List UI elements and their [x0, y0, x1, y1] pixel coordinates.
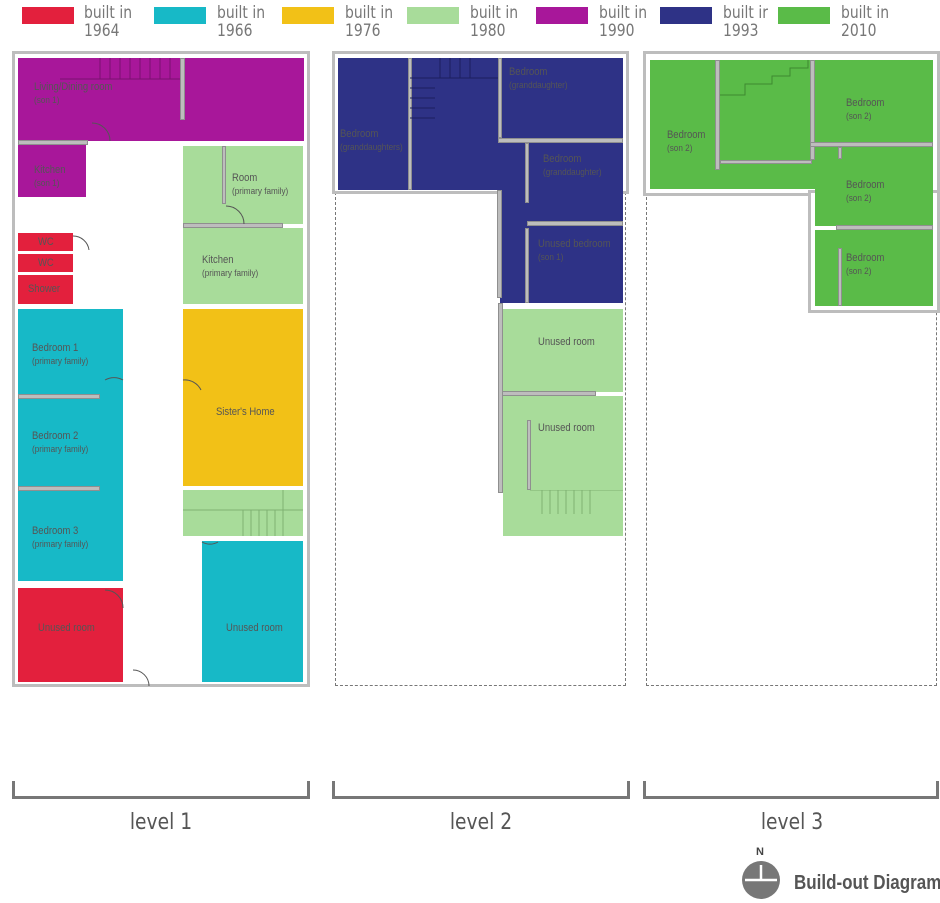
level-1-unused-room-left	[18, 588, 123, 682]
level-1-wc-1-label: WC	[38, 236, 54, 248]
level-2-bedroom-mid-label: Bedroom (granddaughter)	[543, 153, 602, 178]
level-1-living-dining-room	[18, 58, 304, 141]
legend-label-1993: built ir 1993	[723, 3, 768, 41]
legend-label-1980: built in 1980	[470, 3, 519, 41]
level-2-wall-b	[498, 58, 502, 138]
level-2-wall-f	[525, 228, 529, 303]
level-3-wall-c	[810, 142, 933, 147]
level-2-bedroom-block	[338, 58, 623, 190]
level-3-wall-b	[810, 60, 815, 160]
level-1-wall-living-inner	[180, 58, 185, 120]
legend-swatch-1990	[536, 7, 588, 24]
level-2-unused-bedroom-label: Unused bedroom (son 1)	[538, 238, 611, 263]
legend-label-1976: built in 1976	[345, 3, 394, 41]
level-1-bedroom-1	[18, 309, 123, 397]
level-1-stair-1980-treads	[183, 490, 303, 536]
level-3-label: level 3	[760, 810, 824, 835]
level-2-wall-e	[527, 221, 623, 226]
legend-label-2010: built in 2010	[841, 3, 890, 41]
level-1-kitchen-son	[18, 141, 86, 197]
level-1-bedroom-1-label: Bedroom 1 (primary family)	[32, 342, 89, 367]
level-1-wc-2-label: WC	[38, 257, 54, 269]
level-1-wall-bedroom-2-3	[18, 486, 100, 491]
legend-label-1964: built in 1964	[84, 3, 133, 41]
legend-swatch-1993	[660, 7, 712, 24]
level-1-room-primary-label: Room (primary family)	[232, 172, 289, 197]
level-2-wall-a	[408, 58, 412, 190]
level-1-sisters-home-label: Sister's Home	[216, 406, 275, 418]
level-3-footprint-outline	[646, 192, 937, 686]
level-3-bedroom-mid	[815, 147, 933, 226]
level-1-wall-room-kitchen	[183, 223, 283, 228]
legend-swatch-2010	[778, 7, 830, 24]
level-2-wall-unused-inner	[527, 420, 531, 490]
legend-swatch-1964	[22, 7, 74, 24]
level-1-kitchen-primary-family	[183, 228, 303, 304]
level-3-bedroom-mid-label: Bedroom (son 2)	[846, 179, 885, 204]
level-1-stair-top	[60, 58, 185, 80]
level-2-wall-unused-west	[498, 303, 503, 493]
level-1-living-dining-label: Living/Dining room (son 1)	[34, 81, 113, 106]
level-3-bedroom-left-label: Bedroom (son 2)	[667, 129, 706, 154]
level-1-wall-bedroom-1-2	[18, 394, 100, 399]
level-3-bedroom-top	[815, 60, 933, 143]
level-3-wall-f	[838, 248, 842, 306]
level-3-wall-d	[836, 225, 933, 230]
level-1-bedroom-3-label: Bedroom 3 (primary family)	[32, 525, 89, 550]
legend-swatch-1980	[407, 7, 459, 24]
legend-swatch-1966	[154, 7, 206, 24]
level-1-bracket	[12, 781, 310, 799]
level-1-shower-label: Shower	[28, 283, 61, 295]
level-1-wall-room-inner	[222, 146, 226, 204]
level-1-kitchen-primary-label: Kitchen (primary family)	[202, 254, 259, 279]
level-2-bedroom-lower	[500, 190, 623, 303]
legend-label-1990: built in 1990	[599, 3, 648, 41]
level-2-stair	[410, 58, 498, 119]
level-1-door-swings	[72, 122, 245, 687]
level-3-bedroom-bot-label: Bedroom (son 2)	[846, 252, 885, 277]
level-1-wc-2	[18, 254, 73, 272]
level-2-wall-unused-split	[500, 391, 596, 396]
level-1-sisters-home	[183, 309, 303, 486]
level-2-label: level 2	[449, 810, 513, 835]
level-2-footprint-outline	[335, 192, 626, 686]
level-2-bedroom-top-label: Bedroom (granddaughter)	[509, 66, 568, 91]
level-1-wall-kitchen-son	[18, 140, 88, 145]
level-1-wc-1	[18, 233, 73, 251]
level-2-unused-room-2	[503, 396, 623, 536]
level-2-unused-room-2-label: Unused room	[538, 422, 595, 434]
north-arrow-icon	[742, 861, 780, 899]
level-1-bedroom-2-label: Bedroom 2 (primary family)	[32, 430, 89, 455]
level-2-unused-room-1	[503, 309, 623, 392]
legend-label-1966: built in 1966	[217, 3, 266, 41]
level-1-kitchen-son-label: Kitchen (son 1)	[34, 164, 66, 189]
level-3-stair	[720, 60, 809, 96]
legend-swatch-1976	[282, 7, 334, 24]
level-1-unused-room-right-label: Unused room	[226, 622, 283, 634]
level-1-label: level 1	[129, 810, 193, 835]
level-1-shower	[18, 275, 73, 304]
level-2-stair-1980	[530, 490, 623, 514]
level-1-bedroom-2	[18, 397, 123, 489]
level-3-bedroom-top-label: Bedroom (son 2)	[846, 97, 885, 122]
level-3-bracket	[643, 781, 939, 799]
level-2-wall-d	[525, 143, 529, 203]
level-1-room-primary-family	[183, 146, 303, 224]
level-2-bracket	[332, 781, 630, 799]
level-2-bedroom-left-label: Bedroom (granddaughters)	[340, 128, 403, 153]
level-2-wall-east	[497, 190, 502, 298]
diagram-title: Build-out Diagram	[794, 872, 940, 894]
level-3-wall-a	[715, 60, 720, 170]
level-1-unused-room-left-label: Unused room	[38, 622, 95, 634]
north-letter: N	[756, 846, 764, 858]
level-2-wall-c	[498, 138, 623, 143]
level-1-bedroom-3	[18, 489, 123, 581]
level-3-wall-g	[720, 160, 812, 164]
level-1-unused-room-right	[202, 541, 303, 682]
level-3-bedroom-left	[650, 60, 720, 189]
level-2-unused-room-1-label: Unused room	[538, 336, 595, 348]
level-3-bedroom-bot	[815, 230, 933, 306]
level-3-hall	[720, 60, 815, 189]
level-3-wall-e	[838, 147, 842, 159]
